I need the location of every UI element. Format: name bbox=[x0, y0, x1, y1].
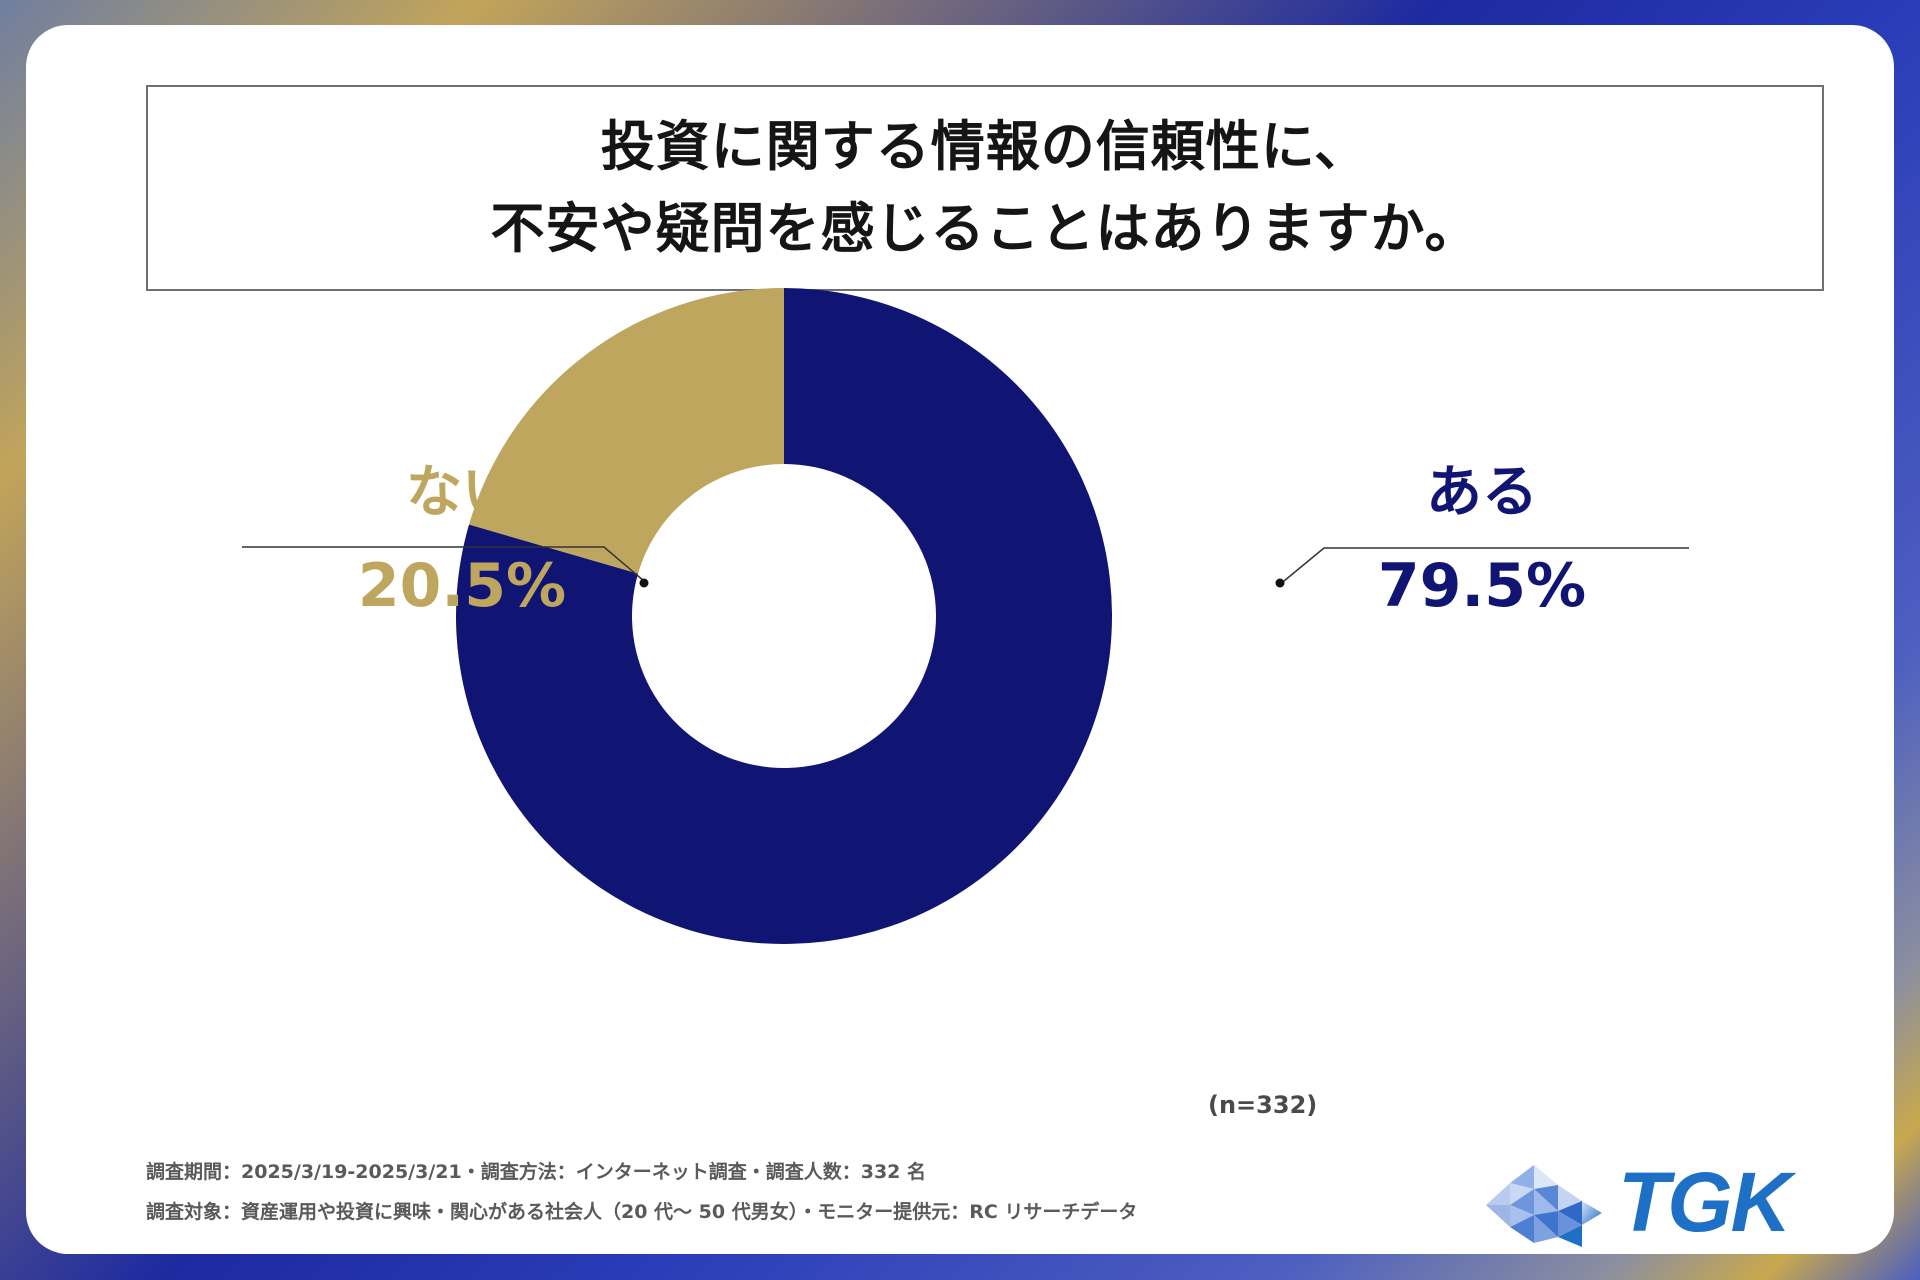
donut-chart bbox=[242, 288, 1689, 944]
donut-slice-0 bbox=[456, 288, 1112, 944]
donut-slice-1 bbox=[469, 288, 784, 574]
title-box: 投資に関する情報の信頼性に、 不安や疑問を感じることはありますか。 bbox=[146, 85, 1824, 291]
slice-label-aru: ある 79.5% bbox=[1332, 458, 1632, 626]
title-line-2: 不安や疑問を感じることはありますか。 bbox=[490, 197, 1480, 260]
chart-card: 投資に関する情報の信頼性に、 不安や疑問を感じることはありますか。 ない 20.… bbox=[26, 25, 1894, 1254]
donut-slices bbox=[456, 288, 1112, 944]
slice-value-aru: 79.5% bbox=[1377, 551, 1587, 621]
title-line-1: 投資に関する情報の信頼性に、 bbox=[600, 115, 1370, 178]
footer-line-1: 調査期間：2025/3/19-2025/3/21・調査方法：インターネット調査・… bbox=[146, 1161, 927, 1183]
tgk-logo: TGK bbox=[1476, 1155, 1826, 1255]
slice-label-nai: ない 20.5% bbox=[312, 458, 612, 626]
leader-line-aru bbox=[1283, 547, 1689, 582]
slice-value-nai: 20.5% bbox=[357, 551, 567, 621]
sample-size-note: (n=332) bbox=[1208, 1091, 1318, 1119]
logo-text: TGK bbox=[1618, 1155, 1791, 1249]
triangle-mosaic-icon bbox=[1486, 1165, 1602, 1247]
leader-dot-nai bbox=[639, 578, 649, 588]
leader-line-nai bbox=[242, 546, 645, 582]
footer-line-2: 調査対象：資産運用や投資に興味・関心がある社会人（20 代～ 50 代男女）・モ… bbox=[146, 1201, 1138, 1223]
slice-name-nai: ない bbox=[406, 460, 518, 525]
leader-dot-aru bbox=[1275, 578, 1285, 588]
slice-name-aru: ある bbox=[1426, 460, 1538, 525]
